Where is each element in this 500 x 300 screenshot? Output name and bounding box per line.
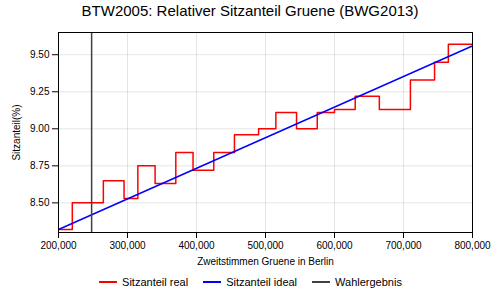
svg-text:400,000: 400,000 bbox=[178, 240, 215, 251]
svg-text:300,000: 300,000 bbox=[109, 240, 146, 251]
svg-text:8.75: 8.75 bbox=[30, 160, 50, 171]
html-text:BTW2005: Relativer Sitzanteil: BTW2005: Relativer Sitzanteil Gruene (BW… bbox=[81, 2, 419, 19]
svg-text:700,000: 700,000 bbox=[385, 240, 422, 251]
svg-text:9.25: 9.25 bbox=[30, 86, 50, 97]
svg-text:Sitzanteil(%): Sitzanteil(%) bbox=[11, 104, 22, 160]
svg-text:9.50: 9.50 bbox=[30, 49, 50, 60]
svg-text:500,000: 500,000 bbox=[247, 240, 284, 251]
html-text:Sitzanteil real: Sitzanteil real bbox=[122, 276, 189, 288]
svg-text:800,000: 800,000 bbox=[454, 240, 491, 251]
svg-text:600,000: 600,000 bbox=[316, 240, 353, 251]
svg-text:200,000: 200,000 bbox=[40, 240, 77, 251]
svg-text:9.00: 9.00 bbox=[30, 123, 50, 134]
html-text:Sitzanteil ideal: Sitzanteil ideal bbox=[226, 276, 298, 288]
svg-text:Zweitstimmen Gruene in Berlin: Zweitstimmen Gruene in Berlin bbox=[197, 256, 334, 267]
svg-text:8.50: 8.50 bbox=[30, 197, 50, 208]
html-text:Wahlergebnis: Wahlergebnis bbox=[335, 276, 402, 288]
